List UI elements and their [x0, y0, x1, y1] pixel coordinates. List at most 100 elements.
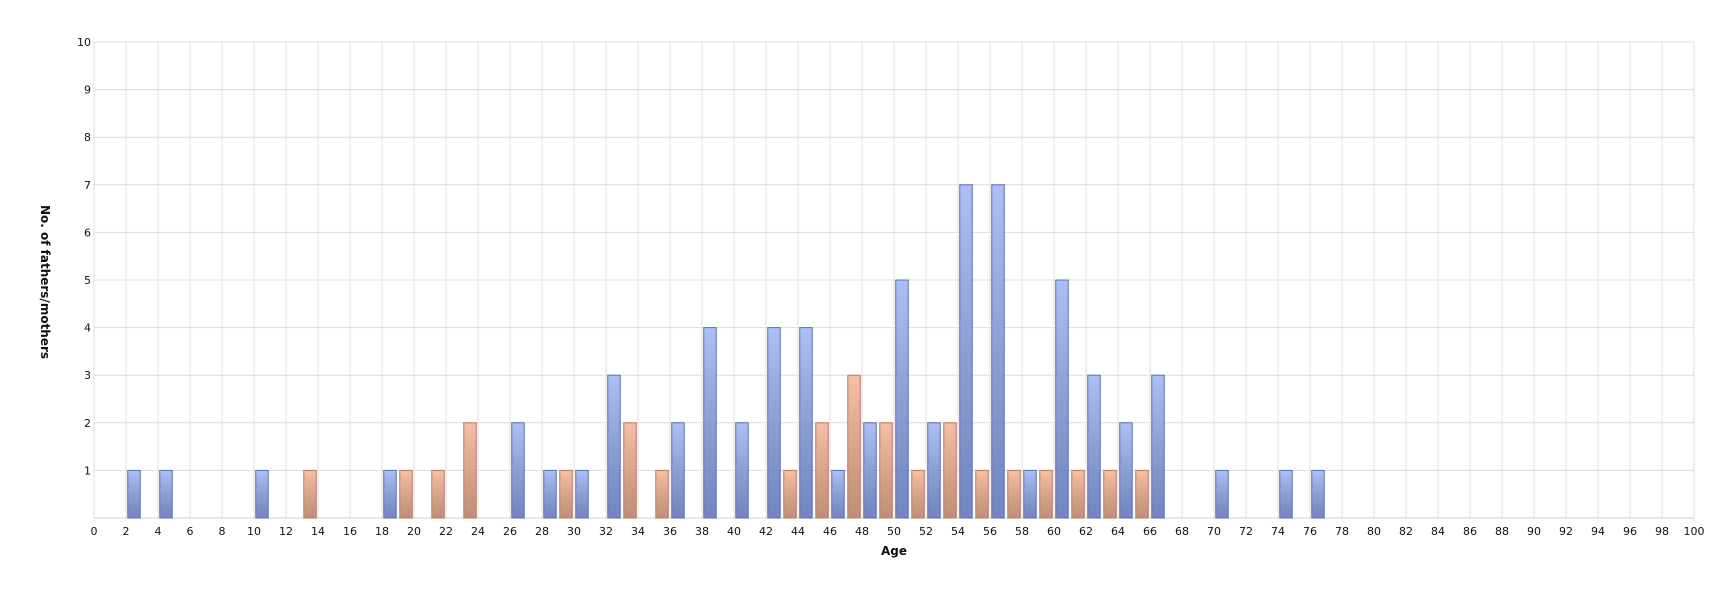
- x-tick-label: 70: [1207, 525, 1221, 538]
- bar-series-1: [383, 469, 397, 519]
- y-tick-label: 2: [84, 417, 91, 430]
- x-tick-label: 6: [187, 525, 194, 538]
- y-tick-label: 7: [84, 179, 91, 192]
- bar-series-2: [847, 374, 861, 519]
- x-tick-label: 48: [855, 525, 869, 538]
- y-tick-label: 9: [84, 84, 91, 97]
- x-tick-label: 76: [1303, 525, 1317, 538]
- y-axis-title: No. of fathers/mothers: [38, 205, 52, 359]
- bar-series-2: [1007, 469, 1021, 519]
- x-tick-label: 26: [503, 525, 517, 538]
- bar-series-1: [671, 422, 685, 519]
- bar-series-2: [1103, 469, 1117, 519]
- x-tick-label: 54: [951, 525, 965, 538]
- x-tick-label: 56: [983, 525, 997, 538]
- x-tick-label: 66: [1143, 525, 1157, 538]
- bar-series-2: [975, 469, 989, 519]
- x-tick-label: 64: [1111, 525, 1125, 538]
- x-tick-label: 44: [791, 525, 805, 538]
- y-tick-label: 8: [84, 131, 91, 144]
- bar-series-1: [1215, 469, 1229, 519]
- y-tick-label: 3: [84, 369, 91, 382]
- bar-series-1: [607, 374, 621, 519]
- bar-series-1: [959, 184, 973, 519]
- x-tick-label: 82: [1399, 525, 1413, 538]
- bar-series-2: [463, 422, 477, 519]
- x-tick-label: 2: [123, 525, 130, 538]
- x-tick-label: 52: [919, 525, 933, 538]
- bar-series-1: [159, 469, 173, 519]
- bar-series-2: [303, 469, 317, 519]
- bar-series-2: [911, 469, 925, 519]
- x-tick-label: 12: [279, 525, 293, 538]
- bar-series-2: [1135, 469, 1149, 519]
- x-tick-label: 88: [1495, 525, 1509, 538]
- x-tick-label: 50: [887, 525, 901, 538]
- bar-series-2: [623, 422, 637, 519]
- bar-series-1: [255, 469, 269, 519]
- bar-series-2: [431, 469, 445, 519]
- y-tick-label: 4: [84, 322, 91, 335]
- x-tick-label: 46: [823, 525, 837, 538]
- x-tick-label: 28: [535, 525, 549, 538]
- x-tick-label: 40: [727, 525, 741, 538]
- x-tick-label: 100: [1684, 525, 1705, 538]
- x-tick-label: 8: [219, 525, 226, 538]
- x-tick-label: 84: [1431, 525, 1445, 538]
- x-tick-label: 14: [311, 525, 325, 538]
- bar-series-1: [127, 469, 141, 519]
- bar-series-1: [575, 469, 589, 519]
- x-tick-label: 78: [1335, 525, 1349, 538]
- x-tick-label: 58: [1015, 525, 1029, 538]
- bar-series-1: [1087, 374, 1101, 519]
- x-tick-label: 60: [1047, 525, 1061, 538]
- x-tick-label: 10: [247, 525, 261, 538]
- x-tick-label: 90: [1527, 525, 1541, 538]
- x-tick-label: 36: [663, 525, 677, 538]
- y-tick-label: 10: [77, 36, 91, 49]
- bar-series-2: [399, 469, 413, 519]
- bar-series-1: [767, 327, 781, 519]
- x-tick-label: 62: [1079, 525, 1093, 538]
- bar-series-1: [863, 422, 877, 519]
- x-tick-label: 68: [1175, 525, 1189, 538]
- x-tick-label: 16: [343, 525, 357, 538]
- bar-series-1: [1055, 279, 1069, 519]
- bar-series-2: [655, 469, 669, 519]
- x-tick-label: 18: [375, 525, 389, 538]
- bar-series-2: [879, 422, 893, 519]
- bar-series-1: [991, 184, 1005, 519]
- x-tick-label: 80: [1367, 525, 1381, 538]
- bar-series-1: [799, 327, 813, 519]
- bar-series-1: [735, 422, 749, 519]
- x-tick-label: 24: [471, 525, 485, 538]
- x-tick-label: 86: [1463, 525, 1477, 538]
- x-axis-title: Age: [881, 544, 907, 558]
- y-tick-label: 1: [84, 464, 91, 477]
- x-tick-label: 34: [631, 525, 645, 538]
- bar-series-1: [511, 422, 525, 519]
- bar-series-1: [1119, 422, 1133, 519]
- x-tick-label: 96: [1623, 525, 1637, 538]
- bar-series-1: [1023, 469, 1037, 519]
- x-tick-label: 42: [759, 525, 773, 538]
- bar-series-1: [927, 422, 941, 519]
- x-tick-label: 38: [695, 525, 709, 538]
- bar-series-1: [543, 469, 557, 519]
- x-tick-label: 4: [155, 525, 162, 538]
- x-tick-label: 94: [1591, 525, 1605, 538]
- x-tick-label: 74: [1271, 525, 1285, 538]
- x-tick-label: 32: [599, 525, 613, 538]
- bar-series-1: [1311, 469, 1325, 519]
- x-tick-label: 92: [1559, 525, 1573, 538]
- bar-series-2: [1039, 469, 1053, 519]
- y-tick-label: 6: [84, 226, 91, 239]
- grid-lines: [93, 41, 1695, 519]
- bar-series-1: [703, 327, 717, 519]
- bars: [127, 184, 1325, 519]
- bar-series-2: [783, 469, 797, 519]
- bar-series-2: [1071, 469, 1085, 519]
- x-tick-label: 20: [407, 525, 421, 538]
- x-tick-labels: 0 2 4 6 8 10 12 14 16 18 20 22 24 26 28 30 32 34 36 38 40 42 4…: [91, 525, 1705, 538]
- bar-series-1: [831, 469, 845, 519]
